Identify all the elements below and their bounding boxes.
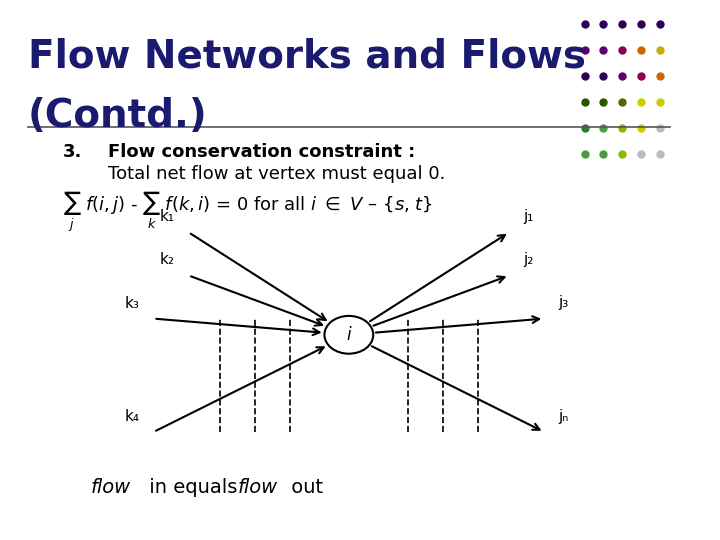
FancyArrowPatch shape — [372, 346, 539, 430]
Text: j₂: j₂ — [523, 252, 534, 267]
FancyArrowPatch shape — [374, 276, 505, 326]
Text: 3.: 3. — [63, 143, 82, 161]
Text: k₃: k₃ — [125, 295, 140, 310]
Text: jₙ: jₙ — [558, 409, 569, 424]
Text: Total net flow at vertex must equal 0.: Total net flow at vertex must equal 0. — [108, 165, 446, 183]
FancyArrowPatch shape — [191, 276, 322, 326]
FancyArrowPatch shape — [191, 234, 325, 320]
Text: k₂: k₂ — [159, 252, 174, 267]
Text: i: i — [346, 326, 351, 344]
Text: in equals: in equals — [143, 478, 243, 497]
Text: Flow conservation constraint :: Flow conservation constraint : — [108, 143, 415, 161]
Text: j₁: j₁ — [523, 209, 534, 224]
FancyArrowPatch shape — [156, 347, 324, 431]
Text: $\sum_j$ $f(i, j)$ - $\sum_k$ $f(k, i)$ = 0 for all $i$ $\in$ $V$ – {$s$, $t$}: $\sum_j$ $f(i, j)$ - $\sum_k$ $f(k, i)$ … — [63, 190, 433, 234]
Text: flow: flow — [91, 478, 131, 497]
Text: Flow Networks and Flows: Flow Networks and Flows — [28, 38, 586, 76]
Text: j₃: j₃ — [558, 295, 568, 310]
Circle shape — [325, 316, 373, 354]
Text: k₁: k₁ — [159, 209, 174, 224]
FancyArrowPatch shape — [156, 319, 320, 335]
Text: (Contd.): (Contd.) — [28, 97, 207, 135]
FancyArrowPatch shape — [376, 316, 539, 333]
FancyArrowPatch shape — [370, 235, 505, 321]
Text: flow: flow — [237, 478, 277, 497]
Text: out: out — [284, 478, 323, 497]
Text: k₄: k₄ — [125, 409, 140, 424]
